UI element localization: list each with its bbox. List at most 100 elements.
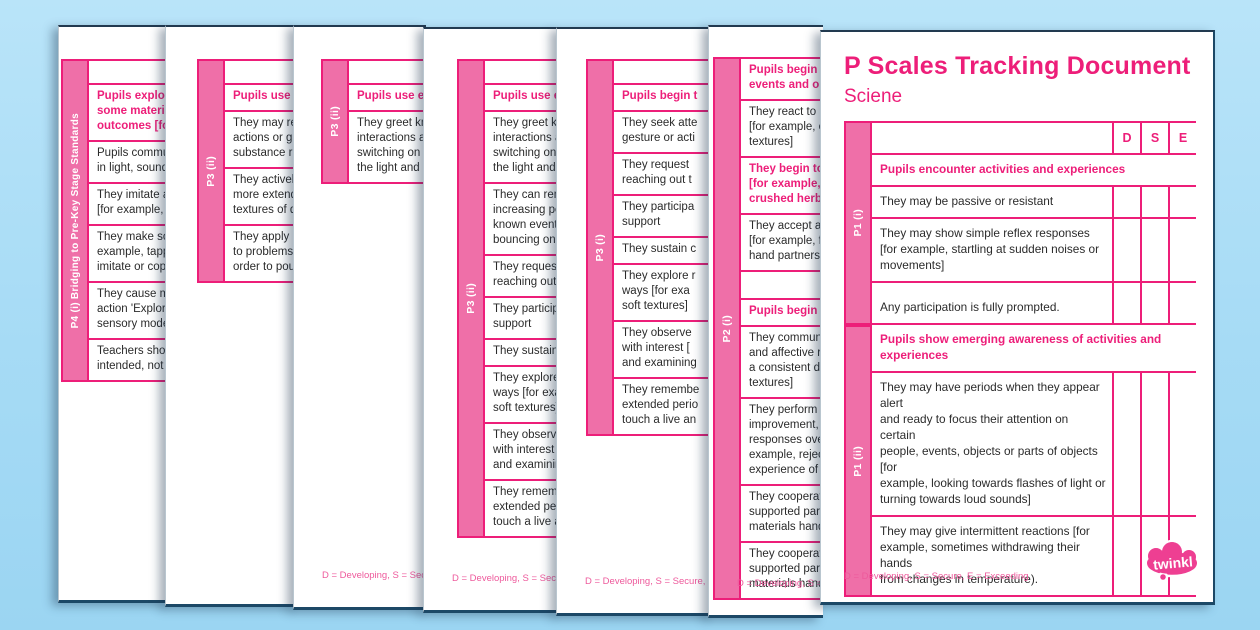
section-header: They begin to [for example, crushed herb (741, 158, 823, 215)
p-level-sidebar: P4 (i) Bridging to Pre-Key Stage Standar… (61, 59, 89, 382)
table-row: They can rem increasing per known events… (485, 184, 559, 256)
sidebar-label: P3 (ii) (205, 155, 217, 187)
tracking-table: P3 (ii) Pupils use em They greet kn inte… (457, 59, 559, 538)
footer-key: D = Developing, S = Secure, (737, 578, 823, 589)
section-p1ii: P1 (ii) Pupils show emerging awareness o… (844, 325, 1213, 597)
sidebar-label: P1 (i) (852, 209, 864, 237)
table-row: They sustain c (614, 238, 713, 265)
p-level-sidebar: P1 (i) (844, 121, 872, 325)
table-row: They cause m action 'Explore sensory mod… (89, 283, 168, 340)
page-1: P4 (i) Bridging to Pre-Key Stage Standar… (58, 25, 168, 603)
p-level-sidebar: P3 (ii) (197, 59, 225, 283)
page-subtitle: Sciene (844, 86, 903, 107)
tick-cell (1140, 187, 1168, 217)
p-level-sidebar: P3 (i) (586, 59, 614, 436)
table-row: They accept a [for example, f hand partn… (741, 215, 823, 272)
tracking-table: P2 (i) Pupils begin t events and ob They… (713, 57, 823, 600)
tick-cell (1168, 187, 1196, 217)
tick-cell (1112, 517, 1140, 595)
page-3: P3 (ii) Pupils use em They greet kn inte… (293, 25, 426, 610)
column-header-secure: S (1140, 123, 1168, 153)
table-row: They seek atte gesture or acti (614, 112, 713, 154)
table-row: They imitate a [for example, c (89, 184, 168, 226)
table-row: They observe with interest [ and examini… (485, 424, 559, 481)
p-level-sidebar: P3 (ii) (457, 59, 485, 538)
table-row: They greet kn interactions a switching o… (349, 112, 426, 184)
table-row (614, 61, 713, 85)
twinkl-logo-text: twinkl (1152, 553, 1193, 572)
section-p1i: P1 (i) D S E Pupils encounter activities… (844, 121, 1213, 325)
table-row: Pupils commu in light, sound (89, 142, 168, 184)
table-row: They explore ways [for exa soft textures… (485, 367, 559, 424)
tracking-table: P3 (ii) Pupils use em They may resp acti… (197, 59, 296, 283)
section-header: Pupils explore some materia outcomes [fo (89, 85, 168, 142)
footer-key: D = Developing, S = Secure, (322, 570, 426, 581)
tick-cell (1168, 219, 1196, 281)
table-row (225, 61, 296, 85)
tick-cell (1140, 219, 1168, 281)
tick-cell (1140, 517, 1168, 595)
table-row (741, 272, 823, 300)
sidebar-label: P2 (i) (721, 314, 733, 343)
tracking-table: P3 (i) Pupils begin t They seek atte ges… (586, 59, 713, 436)
section-header: Pupils begin t events and ob (741, 59, 823, 101)
section-header: Pupils begin t (614, 85, 713, 112)
table-row: They actively more extended textures of … (225, 169, 296, 226)
tick-cell (1112, 373, 1140, 515)
section-header: Pupils use em (485, 85, 559, 112)
page-7-front: P Scales Tracking Document Sciene P1 (i)… (820, 30, 1215, 605)
table-row: They may resp actions or ges substance r… (225, 112, 296, 169)
table-row: They cooperat supported part materials h… (741, 543, 823, 600)
table-row: They request reaching out t (485, 256, 559, 298)
page-6: P2 (i) Pupils begin t events and ob They… (708, 25, 823, 618)
tick-cell (1112, 283, 1140, 323)
page-5: P3 (i) Pupils begin t They seek atte ges… (556, 27, 713, 616)
table-row: They sustain (485, 340, 559, 367)
footer-key: D = Developing, S = Secure, (452, 573, 559, 584)
twinkl-logo: twinkl (1141, 539, 1205, 588)
table-row: They commun and affective r a consistent… (741, 327, 823, 399)
table-row (349, 61, 426, 85)
column-header-developing: D (1112, 123, 1140, 153)
sidebar-label: P4 (i) Bridging to Pre-Key Stage Standar… (69, 112, 81, 329)
tick-cell (1112, 219, 1140, 281)
sidebar-label: P1 (ii) (852, 445, 864, 477)
tick-cell (1140, 373, 1168, 515)
tracking-table: P4 (i) Bridging to Pre-Key Stage Standar… (61, 59, 168, 382)
column-header-row: D S E (872, 123, 1196, 155)
table-row: Teachers shou intended, not a (89, 340, 168, 382)
section-header: Pupils use em (225, 85, 296, 112)
tick-cell (1168, 283, 1196, 323)
page-2: P3 (ii) Pupils use em They may resp acti… (165, 25, 296, 607)
tick-cell (1140, 283, 1168, 323)
tick-cell (1112, 187, 1140, 217)
section-header: Pupils use em (349, 85, 426, 112)
sidebar-label: P3 (ii) (329, 106, 341, 137)
section-header: Pupils encounter activities and experien… (872, 155, 1196, 187)
table-row: They rememb extended peri touch a live a (485, 481, 559, 538)
table-row (89, 61, 168, 85)
table-row: They apply po to problems [f order to po… (225, 226, 296, 283)
table-row: They request reaching out t (614, 154, 713, 196)
table-row: They make so example, tappi imitate or c… (89, 226, 168, 283)
table-row: They explore r ways [for exa soft textur… (614, 265, 713, 322)
table-row: They may be passive or resistant (872, 187, 1196, 219)
p-level-sidebar: P1 (ii) (844, 325, 872, 597)
table-row: They may give intermittent reactions [fo… (872, 517, 1196, 597)
footer-key: D = Developing, S = Secure, (585, 576, 706, 587)
p-level-sidebar: P2 (i) (713, 57, 741, 600)
table-row: They observe with interest [ and examini… (614, 322, 713, 379)
sidebar-label: P3 (i) (594, 233, 606, 262)
p-level-sidebar: P3 (ii) (321, 59, 349, 184)
table-row: They participa support (614, 196, 713, 238)
page-title: P Scales Tracking Document (844, 52, 1191, 80)
section-header: Pupils show emerging awareness of activi… (872, 325, 1196, 373)
section-header: Pupils begin t (741, 300, 823, 327)
footer-key: D = Developing, S = Secure, E = Exceedin… (844, 571, 1029, 582)
table-row: They may have periods when they appear a… (872, 373, 1196, 517)
page-4: P3 (ii) Pupils use em They greet kn inte… (423, 27, 559, 613)
table-row: They perform improvement, responses ove … (741, 399, 823, 486)
table-row: They cooperat supported part materials h… (741, 486, 823, 543)
table-row: They greet kn interactions ar switching … (485, 112, 559, 184)
tracking-table: P3 (ii) Pupils use em They greet kn inte… (321, 59, 426, 184)
